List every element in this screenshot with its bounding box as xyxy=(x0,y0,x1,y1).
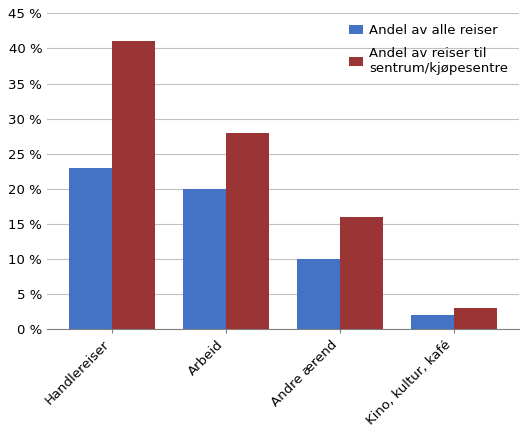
Bar xyxy=(112,41,155,329)
Bar xyxy=(454,308,497,329)
Bar xyxy=(297,259,340,329)
Bar xyxy=(411,315,454,329)
Bar xyxy=(182,189,226,329)
Legend: Andel av alle reiser, Andel av reiser til
sentrum/kjøpesentre: Andel av alle reiser, Andel av reiser ti… xyxy=(345,20,512,79)
Bar xyxy=(340,217,383,329)
Bar xyxy=(226,133,269,329)
Bar xyxy=(69,168,112,329)
